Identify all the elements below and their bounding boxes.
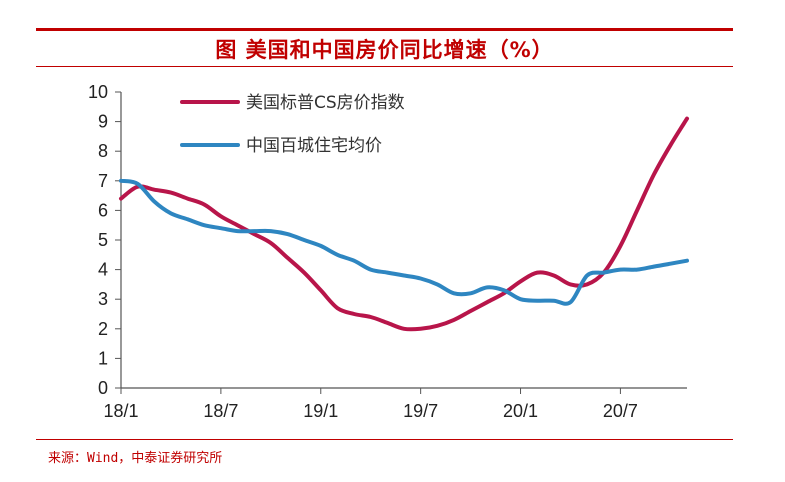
y-tick-label: 8 <box>98 141 108 161</box>
y-tick-label: 7 <box>98 171 108 191</box>
x-tick-label: 19/7 <box>403 401 438 421</box>
y-tick-label: 10 <box>88 82 108 102</box>
x-tick-label: 20/1 <box>503 401 538 421</box>
figure-title: 图 美国和中国房价同比增速（%） <box>215 38 554 62</box>
top-rule <box>36 28 733 31</box>
x-tick-label: 20/7 <box>603 401 638 421</box>
x-tick-label: 18/1 <box>103 401 138 421</box>
title-rule <box>36 66 733 67</box>
x-tick-label: 18/7 <box>203 401 238 421</box>
bottom-rule <box>36 439 733 440</box>
y-tick-label: 0 <box>98 378 108 398</box>
series-line-us-case-shiller <box>119 116 689 332</box>
y-tick-label: 6 <box>98 200 108 220</box>
y-tick-label: 9 <box>98 112 108 132</box>
y-tick-label: 4 <box>98 260 108 280</box>
series-line-china-100-cities <box>119 178 689 306</box>
source-note: 来源：Wind，中泰证券研究所 <box>48 451 223 466</box>
x-tick-label: 19/1 <box>303 401 338 421</box>
y-tick-label: 3 <box>98 289 108 309</box>
legend-entry-china-label: 中国百城住宅均价 <box>246 136 382 156</box>
legend-entry-us-label: 美国标普CS房价指数 <box>246 93 405 113</box>
y-tick-label: 1 <box>98 348 108 368</box>
y-tick-label: 2 <box>98 319 108 339</box>
y-tick-label: 5 <box>98 230 108 250</box>
